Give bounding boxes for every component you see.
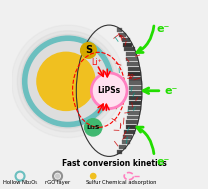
Bar bbox=[129, 96, 142, 100]
Text: rGO layer: rGO layer bbox=[45, 180, 70, 185]
Bar bbox=[124, 47, 135, 51]
Circle shape bbox=[21, 34, 115, 128]
Bar bbox=[128, 72, 141, 76]
Bar bbox=[121, 38, 130, 42]
Bar bbox=[127, 62, 139, 66]
Circle shape bbox=[81, 43, 96, 58]
Bar bbox=[119, 33, 126, 37]
Text: Hollow Nb₂O₅: Hollow Nb₂O₅ bbox=[3, 180, 37, 185]
Bar bbox=[129, 81, 142, 85]
Bar bbox=[126, 120, 138, 124]
Text: e⁻: e⁻ bbox=[157, 24, 170, 34]
Text: Fast conversion kinetics: Fast conversion kinetics bbox=[62, 159, 167, 168]
Text: Chemical adsorption: Chemical adsorption bbox=[102, 180, 156, 185]
Bar bbox=[129, 77, 141, 81]
Bar bbox=[128, 106, 141, 110]
Circle shape bbox=[90, 173, 97, 180]
Circle shape bbox=[55, 174, 60, 179]
Bar bbox=[126, 52, 136, 56]
Circle shape bbox=[17, 31, 119, 132]
Bar bbox=[129, 91, 142, 95]
Bar bbox=[117, 149, 121, 153]
Circle shape bbox=[12, 25, 124, 138]
Text: e⁻: e⁻ bbox=[157, 157, 170, 167]
Text: S: S bbox=[85, 45, 92, 55]
Circle shape bbox=[85, 119, 102, 136]
Text: e⁻: e⁻ bbox=[164, 86, 178, 96]
Bar bbox=[126, 125, 136, 129]
Bar bbox=[128, 67, 140, 71]
Bar bbox=[124, 130, 135, 134]
Text: Li⁺: Li⁺ bbox=[92, 58, 102, 67]
Bar bbox=[117, 28, 121, 32]
Text: LiPSs: LiPSs bbox=[98, 86, 121, 95]
Bar bbox=[123, 135, 132, 139]
Bar bbox=[129, 101, 141, 105]
Bar bbox=[128, 111, 140, 115]
Bar bbox=[119, 145, 126, 149]
Bar bbox=[121, 140, 130, 144]
Bar bbox=[126, 57, 138, 61]
Text: Li₂S: Li₂S bbox=[87, 125, 100, 130]
Circle shape bbox=[37, 52, 95, 110]
Bar bbox=[129, 86, 142, 90]
Text: Sulfur: Sulfur bbox=[85, 180, 101, 185]
Bar bbox=[127, 115, 139, 119]
Bar bbox=[123, 43, 132, 46]
Ellipse shape bbox=[91, 73, 127, 108]
